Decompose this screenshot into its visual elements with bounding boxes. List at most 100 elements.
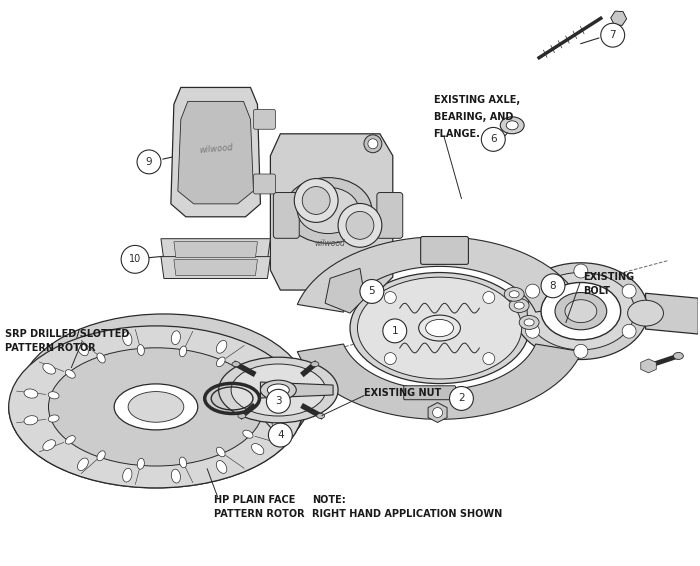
Circle shape (346, 212, 374, 239)
Circle shape (338, 203, 382, 247)
Ellipse shape (43, 363, 55, 374)
Polygon shape (161, 256, 270, 278)
Text: 8: 8 (550, 281, 556, 291)
Ellipse shape (66, 436, 76, 444)
Polygon shape (298, 344, 582, 419)
Polygon shape (174, 260, 258, 276)
Polygon shape (8, 395, 312, 488)
Ellipse shape (122, 468, 132, 482)
Ellipse shape (565, 300, 597, 323)
Circle shape (383, 319, 407, 343)
Ellipse shape (216, 341, 227, 353)
Ellipse shape (24, 415, 38, 425)
Text: PATTERN ROTOR: PATTERN ROTOR (214, 509, 304, 519)
Text: EXISTING: EXISTING (583, 272, 634, 282)
Polygon shape (161, 239, 270, 260)
Text: wilwood: wilwood (315, 239, 346, 248)
Ellipse shape (243, 376, 253, 384)
Circle shape (294, 179, 338, 222)
Ellipse shape (524, 319, 534, 326)
Ellipse shape (255, 398, 265, 405)
Ellipse shape (48, 415, 59, 422)
Ellipse shape (251, 359, 264, 370)
FancyBboxPatch shape (421, 237, 468, 264)
Ellipse shape (350, 273, 529, 384)
Ellipse shape (20, 314, 308, 476)
Polygon shape (325, 268, 365, 313)
Text: 10: 10 (129, 254, 141, 264)
Text: 7: 7 (610, 30, 616, 40)
Polygon shape (610, 11, 626, 25)
Ellipse shape (255, 409, 265, 415)
Circle shape (574, 344, 588, 358)
Ellipse shape (243, 430, 253, 438)
Ellipse shape (97, 451, 105, 461)
Circle shape (449, 387, 473, 410)
Ellipse shape (541, 282, 621, 340)
FancyBboxPatch shape (377, 192, 402, 238)
Ellipse shape (216, 447, 225, 457)
Ellipse shape (555, 293, 607, 330)
Polygon shape (640, 359, 657, 373)
Ellipse shape (267, 384, 289, 396)
Polygon shape (428, 402, 447, 422)
Ellipse shape (419, 315, 461, 341)
Text: 6: 6 (490, 134, 496, 144)
Ellipse shape (298, 187, 359, 234)
Circle shape (302, 187, 330, 215)
Ellipse shape (78, 343, 88, 356)
Ellipse shape (272, 384, 286, 393)
Circle shape (601, 23, 624, 47)
Polygon shape (645, 293, 699, 334)
Text: NOTE:: NOTE: (312, 495, 345, 505)
FancyBboxPatch shape (253, 174, 275, 194)
Polygon shape (260, 382, 333, 398)
Ellipse shape (218, 357, 338, 423)
Polygon shape (171, 87, 260, 217)
Ellipse shape (260, 380, 296, 400)
Circle shape (483, 353, 495, 365)
Text: 2: 2 (458, 393, 465, 404)
Ellipse shape (24, 389, 38, 398)
Ellipse shape (66, 370, 76, 378)
Ellipse shape (514, 263, 648, 359)
Text: BEARING, AND: BEARING, AND (433, 112, 513, 122)
Text: HP PLAIN FACE: HP PLAIN FACE (214, 495, 295, 505)
Ellipse shape (231, 364, 326, 416)
Circle shape (268, 423, 293, 447)
Ellipse shape (128, 392, 184, 422)
Ellipse shape (216, 357, 225, 367)
Ellipse shape (238, 413, 246, 418)
Ellipse shape (514, 302, 524, 309)
Circle shape (433, 408, 442, 418)
Ellipse shape (172, 469, 181, 483)
Text: 5: 5 (369, 286, 375, 297)
Polygon shape (270, 134, 393, 290)
Text: 3: 3 (275, 396, 281, 406)
Ellipse shape (179, 457, 187, 468)
Text: EXISTING NUT: EXISTING NUT (364, 388, 441, 398)
FancyBboxPatch shape (253, 109, 275, 129)
Ellipse shape (358, 277, 522, 379)
Text: PATTERN ROTOR: PATTERN ROTOR (5, 343, 96, 353)
Ellipse shape (628, 300, 664, 326)
Ellipse shape (122, 332, 132, 345)
Ellipse shape (137, 458, 144, 469)
Circle shape (622, 324, 636, 338)
FancyBboxPatch shape (404, 386, 456, 400)
Circle shape (526, 324, 540, 338)
Circle shape (137, 150, 161, 174)
Ellipse shape (78, 458, 88, 470)
Ellipse shape (8, 326, 303, 488)
Ellipse shape (500, 117, 524, 134)
Text: EXISTING AXLE,: EXISTING AXLE, (433, 95, 519, 105)
Ellipse shape (311, 362, 319, 367)
Ellipse shape (48, 348, 263, 466)
Ellipse shape (316, 413, 325, 418)
Circle shape (121, 246, 149, 273)
Ellipse shape (97, 353, 105, 363)
Circle shape (482, 127, 505, 151)
Circle shape (368, 139, 378, 149)
Ellipse shape (114, 384, 198, 430)
Ellipse shape (43, 440, 55, 451)
